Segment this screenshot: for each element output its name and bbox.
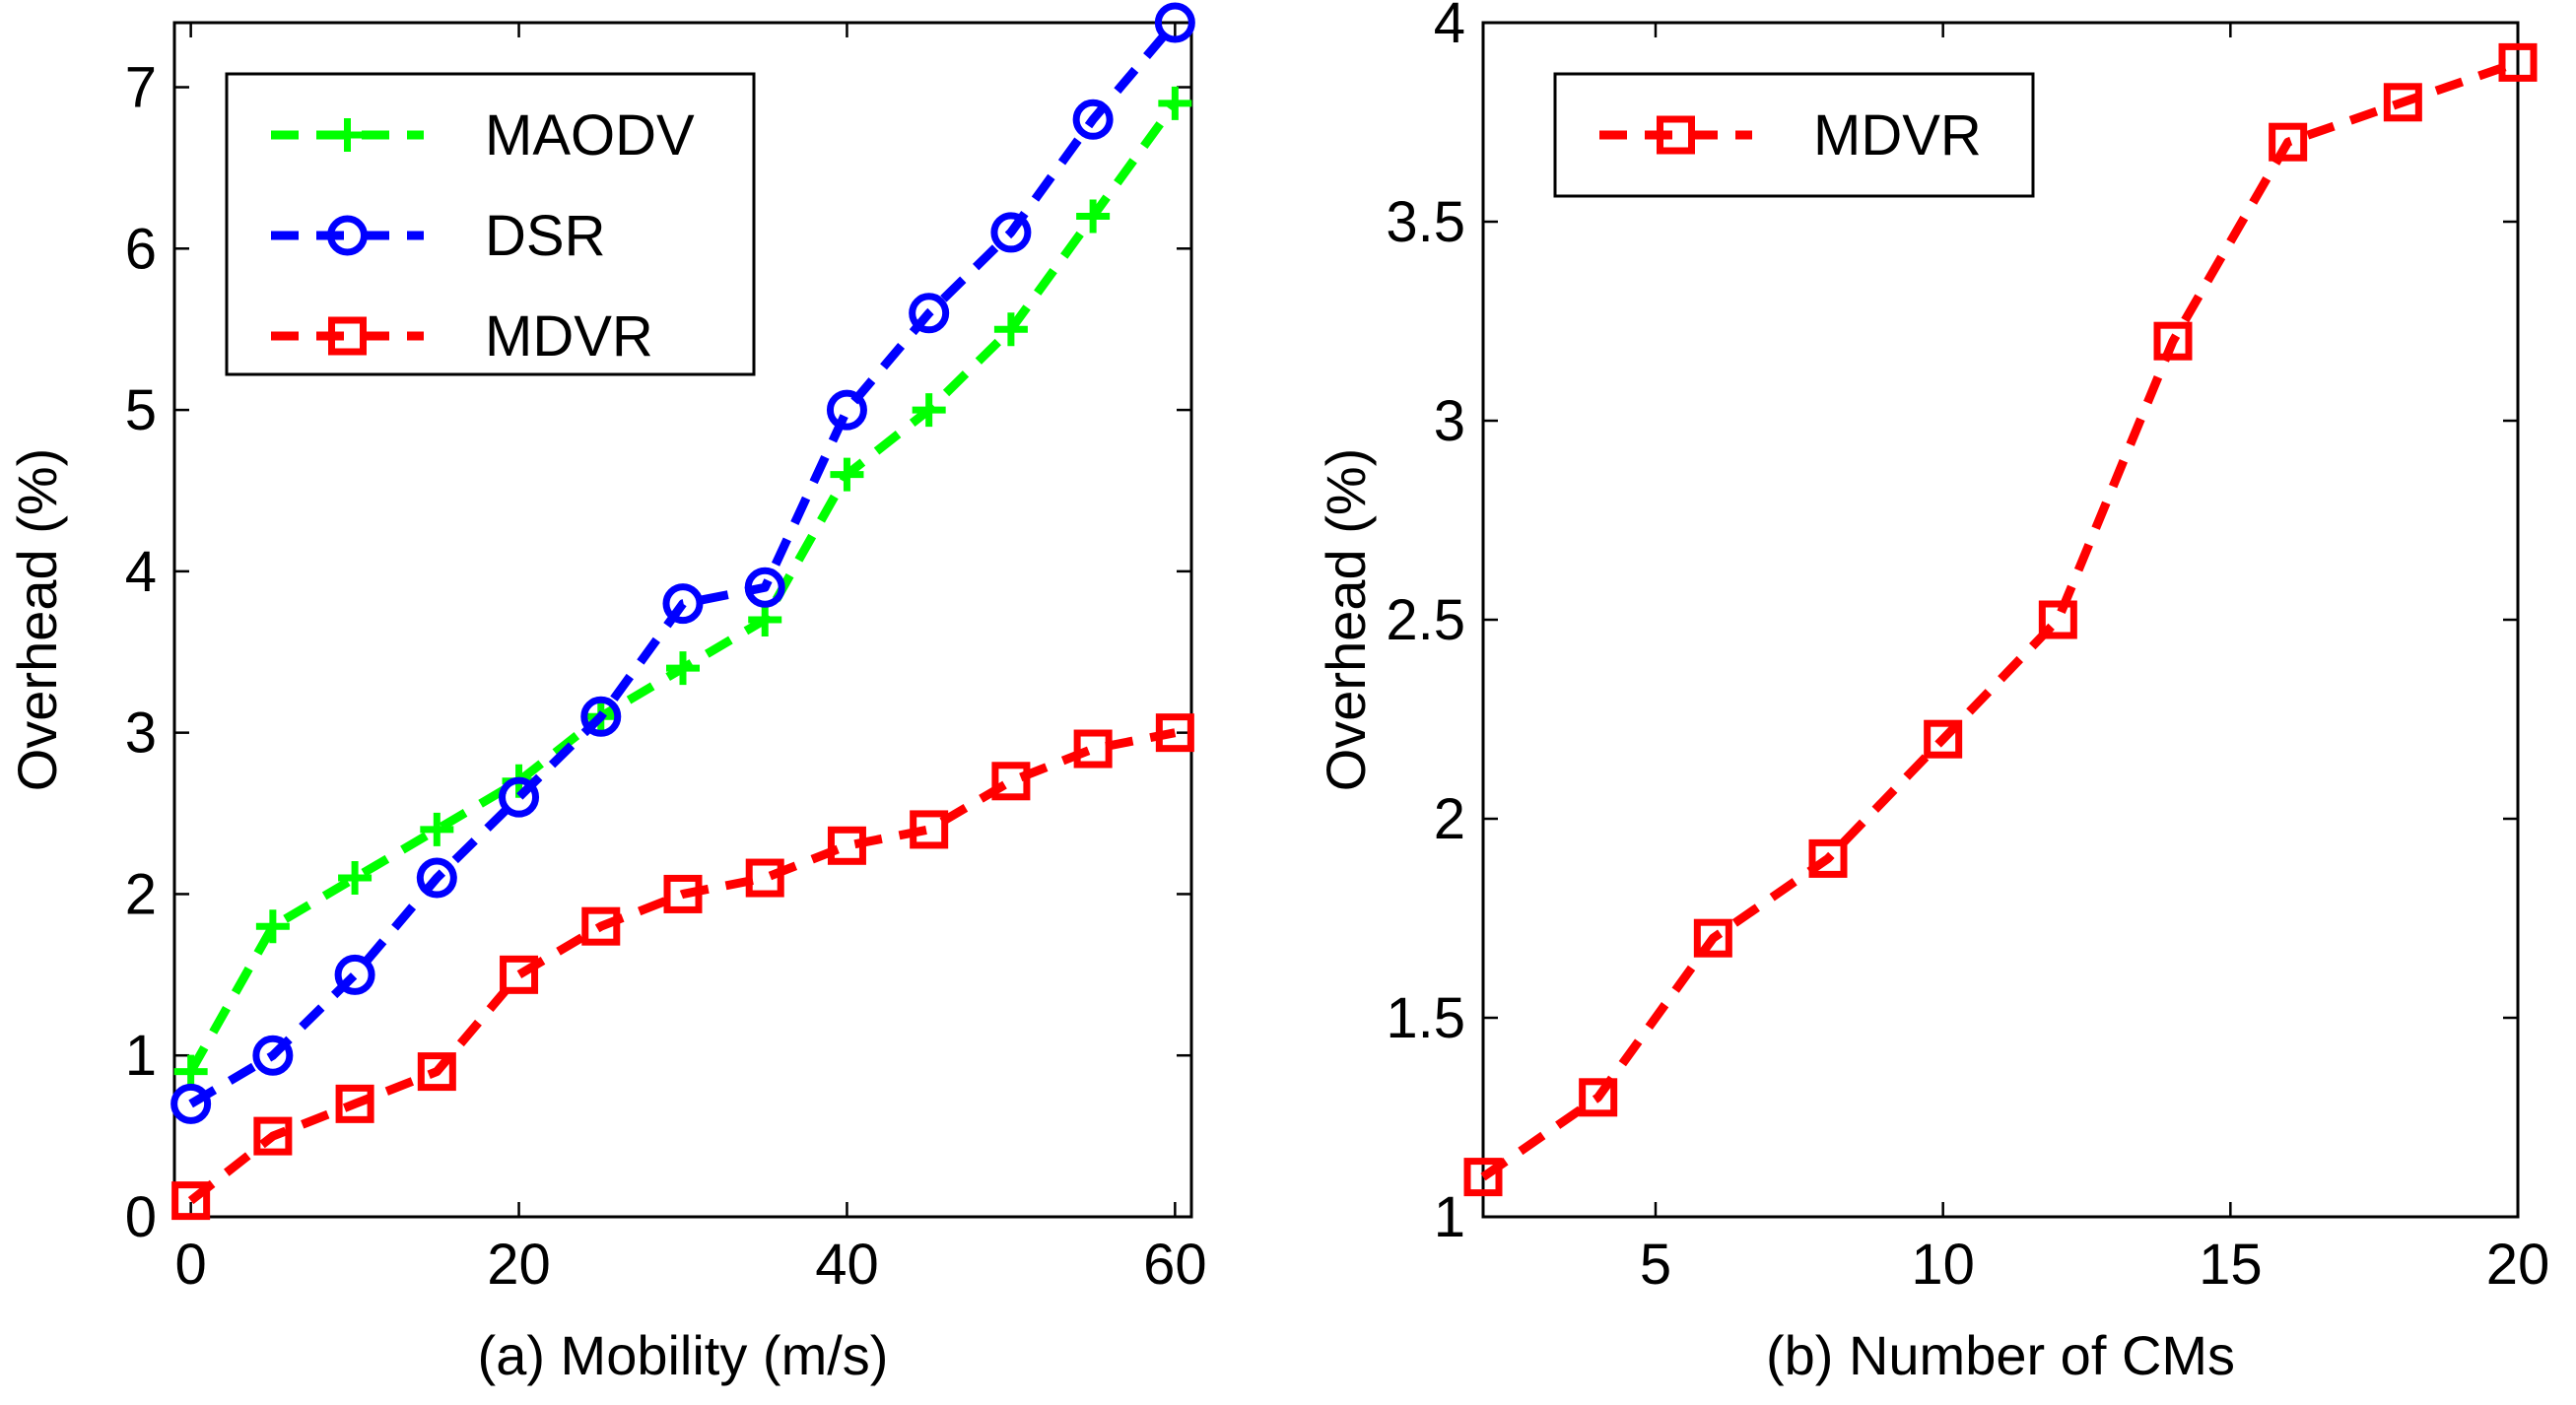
x-tick-label: 5 bbox=[1640, 1233, 1671, 1297]
y-tick-label: 5 bbox=[125, 378, 157, 442]
legend-box bbox=[1553, 72, 2035, 198]
legend-label: MAODV bbox=[485, 103, 695, 167]
legend: MAODV DSR MDVR bbox=[225, 72, 756, 376]
data-point bbox=[2498, 42, 2538, 82]
data-point bbox=[993, 312, 1028, 347]
y-axis-label: Overhead (%) bbox=[1315, 448, 1377, 792]
series-mdvr bbox=[171, 713, 1194, 1221]
data-point bbox=[338, 861, 373, 896]
data-point bbox=[1072, 99, 1114, 140]
data-point bbox=[1579, 1078, 1618, 1117]
data-point bbox=[420, 812, 454, 846]
data-point bbox=[173, 1054, 208, 1089]
y-tick-label: 3 bbox=[125, 702, 157, 766]
data-point bbox=[1073, 729, 1113, 769]
x-axis-label: (a) Mobility (m/s) bbox=[478, 1324, 889, 1386]
data-point bbox=[1076, 199, 1111, 234]
data-point bbox=[416, 857, 457, 899]
y-tick-label: 3 bbox=[1434, 389, 1465, 453]
data-point bbox=[499, 776, 540, 818]
data-point bbox=[909, 293, 950, 334]
series-line-dsr bbox=[188, 20, 1179, 1108]
data-point bbox=[417, 1052, 456, 1092]
data-point bbox=[171, 1181, 211, 1221]
data-point bbox=[912, 393, 946, 428]
legend: MDVR bbox=[1553, 72, 2035, 198]
data-point bbox=[745, 858, 784, 898]
data-point bbox=[170, 1083, 212, 1124]
y-axis-label: Overhead (%) bbox=[6, 448, 68, 792]
data-point bbox=[1154, 2, 1195, 43]
data-point bbox=[744, 567, 785, 608]
y-tick-label: 1 bbox=[125, 1024, 157, 1088]
data-point bbox=[253, 1116, 293, 1156]
y-tick-label: 2.5 bbox=[1386, 588, 1465, 652]
data-point bbox=[252, 1035, 294, 1076]
legend-marker bbox=[327, 215, 368, 256]
chart-a: 0 20 40 60 0 1 2 3 4 5 6 7 (a) Mobility (m/s) Overhea… bbox=[6, 2, 1207, 1386]
data-point bbox=[1155, 713, 1194, 753]
legend-marker bbox=[330, 118, 365, 152]
legend-marker bbox=[1657, 115, 1695, 155]
data-point bbox=[748, 603, 782, 636]
data-point bbox=[1158, 86, 1192, 120]
data-point bbox=[2038, 600, 2077, 639]
y-tick-label: 2 bbox=[1434, 787, 1465, 851]
x-tick-label: 40 bbox=[815, 1233, 879, 1297]
x-tick-label: 60 bbox=[1143, 1233, 1207, 1297]
y-tick-label: 6 bbox=[125, 217, 157, 281]
y-tick-label: 0 bbox=[125, 1185, 157, 1249]
data-point bbox=[335, 1084, 374, 1123]
legend-label: DSR bbox=[485, 204, 605, 268]
data-point bbox=[334, 954, 375, 995]
x-tick-label: 20 bbox=[2486, 1233, 2550, 1297]
y-tick-label: 1.5 bbox=[1386, 986, 1465, 1050]
data-point bbox=[2383, 83, 2422, 122]
data-point bbox=[2269, 122, 2308, 162]
data-point bbox=[910, 810, 949, 849]
data-point bbox=[255, 909, 290, 944]
data-point bbox=[500, 955, 539, 994]
x-tick-label: 20 bbox=[487, 1233, 551, 1297]
legend-label: MDVR bbox=[485, 304, 653, 368]
chart-b: 5 10 15 20 1 1.5 2 2.5 3 3.5 4 (b) Number of CMs Ove… bbox=[1315, 0, 2549, 1386]
x-tick-label: 0 bbox=[175, 1233, 207, 1297]
y-tick-label: 1 bbox=[1434, 1185, 1465, 1249]
x-tick-label: 15 bbox=[2199, 1233, 2263, 1297]
data-point bbox=[1808, 838, 1848, 878]
y-tick-label: 3.5 bbox=[1386, 190, 1465, 254]
data-point bbox=[827, 826, 866, 865]
data-point bbox=[830, 457, 864, 492]
y-tick-label: 2 bbox=[125, 862, 157, 926]
data-point bbox=[991, 762, 1031, 801]
data-point bbox=[990, 212, 1032, 253]
data-point bbox=[666, 651, 700, 686]
data-point bbox=[580, 696, 622, 737]
plot-frame bbox=[1481, 21, 2520, 1219]
y-tick-label: 4 bbox=[125, 540, 157, 604]
plot-frame bbox=[172, 21, 1193, 1219]
data-point bbox=[826, 389, 867, 431]
legend-box bbox=[225, 72, 756, 376]
data-point bbox=[2153, 321, 2193, 361]
x-tick-label: 10 bbox=[1911, 1233, 1975, 1297]
data-point bbox=[581, 906, 621, 946]
data-point bbox=[1463, 1158, 1503, 1197]
series-mdvr bbox=[1463, 42, 2538, 1197]
data-point bbox=[1693, 918, 1732, 958]
legend-label: MDVR bbox=[1813, 103, 1982, 167]
y-tick-label: 4 bbox=[1434, 0, 1465, 55]
data-point bbox=[663, 874, 703, 913]
x-axis-label: (b) Number of CMs bbox=[1766, 1324, 2235, 1386]
series-line-mdvr bbox=[1480, 58, 2520, 1181]
legend-marker bbox=[328, 316, 367, 356]
series-maodv bbox=[173, 86, 1192, 1089]
data-point bbox=[1924, 719, 1963, 759]
data-point bbox=[662, 583, 704, 625]
series-dsr bbox=[170, 2, 1195, 1124]
series-line-mdvr bbox=[187, 728, 1177, 1205]
y-tick-label: 7 bbox=[125, 56, 157, 120]
